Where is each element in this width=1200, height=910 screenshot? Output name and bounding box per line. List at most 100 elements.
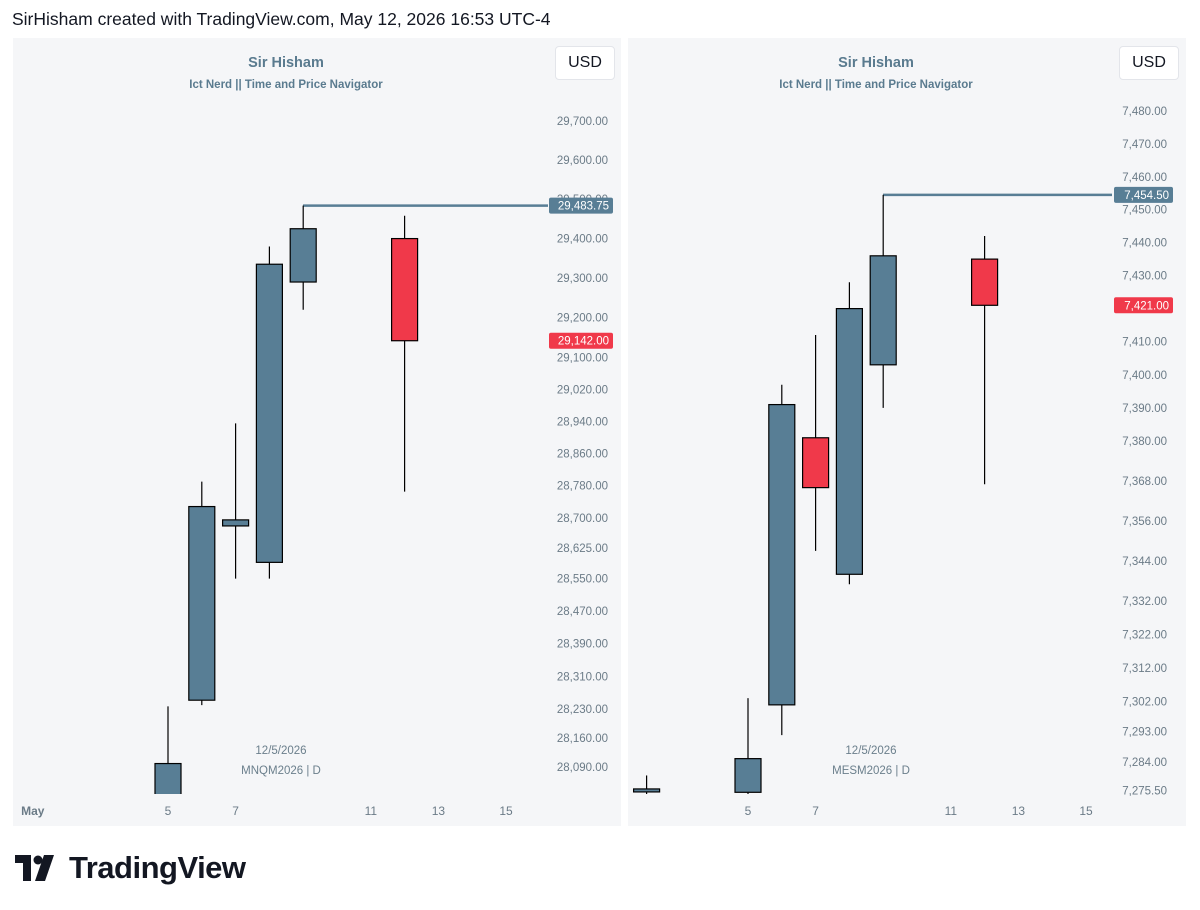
tradingview-logo[interactable]: TradingView [15,850,246,886]
candle-body [734,758,762,793]
panel-subtitle: Ict Nerd || Time and Price Navigator [779,79,973,91]
line-price-label-bg [1114,186,1173,203]
y-tick-label: 28,780.00 [557,481,608,493]
chart-date: 12/5/2026 [845,745,897,757]
candle-body [255,263,283,563]
y-tick-label: 7,302.00 [1122,697,1167,709]
last-price-label: 7,421.00 [1114,297,1173,314]
y-tick-label: 28,940.00 [557,416,608,428]
y-tick-label: 28,625.00 [557,543,608,555]
candle-body [768,403,796,706]
x-tick-label: 13 [432,804,446,818]
tradingview-logo-icon [15,855,54,881]
x-tick-label: May [21,804,45,818]
y-tick-label: 29,700.00 [557,116,608,128]
y-tick-label: 7,275.50 [1122,786,1167,798]
y-tick-label: 28,310.00 [557,671,608,683]
y-tick-label: 29,100.00 [557,352,608,364]
last-price-label-text: 29,142.00 [558,336,609,348]
candle-body [835,308,863,575]
candle [971,236,999,485]
y-tick-label: 7,450.00 [1122,205,1167,217]
candle-body [802,437,830,489]
y-tick-label: 7,440.00 [1122,238,1167,250]
y-tick-label: 28,090.00 [557,762,608,774]
y-tick-label: 7,322.00 [1122,629,1167,641]
y-tick-label: 7,400.00 [1122,370,1167,382]
x-tick-label: 5 [165,804,172,818]
candle-body [188,505,216,701]
x-tick-label: 7 [812,804,819,818]
x-tick-label: 15 [499,804,513,818]
y-tick-label: 7,368.00 [1122,476,1167,488]
x-tick-label: 7 [232,804,239,818]
candle [154,706,182,794]
y-tick-label: 7,460.00 [1122,172,1167,184]
line-price-label: 7,454.50 [1114,186,1173,203]
y-tick-label: 7,470.00 [1122,139,1167,151]
candle-body [154,762,182,794]
line-price-label-text: 7,454.50 [1124,190,1169,202]
panel-subtitle: Ict Nerd || Time and Price Navigator [189,79,383,91]
y-tick-label: 28,860.00 [557,448,608,460]
y-tick-label: 7,390.00 [1122,403,1167,415]
chart-panel-left[interactable]: 29,700.0029,600.0029,500.0029,400.0029,3… [13,38,621,826]
candle-body [632,788,661,793]
candle [632,775,661,794]
line-price-label-text: 29,483.75 [558,201,609,213]
plot-area [632,193,1112,794]
y-tick-label: 28,160.00 [557,733,608,745]
y-tick-label: 29,400.00 [557,234,608,246]
chart-panel-right[interactable]: 7,480.00 7,470.00 7,460.00 7,450.00 7,440.00… [628,38,1186,826]
candle [734,698,762,794]
last-price-label-text: 7,421.00 [1124,300,1169,312]
y-tick-label: 29,200.00 [557,313,608,325]
candle [869,194,897,408]
y-tick-label: 28,470.00 [557,606,608,618]
y-tick-label: 28,230.00 [557,704,608,716]
plot-area [154,204,548,794]
candlestick-chart-left[interactable]: 29,700.0029,600.0029,500.0029,400.0029,3… [13,38,621,826]
candle [835,282,863,585]
y-tick-label: 28,550.00 [557,574,608,586]
currency-button[interactable]: USD [1119,46,1179,80]
x-tick-label: 13 [1012,804,1026,818]
chart-symbol: MESM2026 | D [832,765,910,777]
panel-title: Sir Hisham [838,55,914,71]
line-price-label-bg [549,197,613,214]
candle [289,205,317,310]
candle [802,335,830,551]
y-tick-label: 29,020.00 [557,384,608,396]
y-tick-label: 29,600.00 [557,155,608,167]
chart-header: SirHisham created with TradingView.com, … [12,9,551,29]
candle-body [222,519,250,527]
candle [768,384,796,736]
x-tick-label: 11 [945,804,958,818]
y-tick-label: 7,480.00 [1122,106,1167,118]
candle [391,215,419,492]
last-price-label-bg [1114,297,1173,314]
line-price-label: 29,483.75 [549,197,613,214]
candle [188,481,216,706]
candlestick-chart-right[interactable]: 7,480.00 7,470.00 7,460.00 7,450.00 7,440.00… [628,38,1186,826]
candle-body [869,255,897,366]
last-price-label-bg [549,332,613,349]
candle [222,423,250,579]
y-tick-label: 7,430.00 [1122,271,1167,283]
y-tick-label: 28,700.00 [557,513,608,525]
y-tick-label: 7,410.00 [1122,337,1167,349]
chart-date: 12/5/2026 [255,745,307,757]
tradingview-brand: TradingView [69,850,246,885]
y-tick-label: 28,390.00 [557,639,608,651]
x-tick-label: 5 [745,804,752,818]
y-tick-label: 7,293.00 [1122,727,1167,739]
y-tick-label: 7,284.00 [1122,757,1167,769]
candle-body [391,237,419,342]
y-tick-label: 7,312.00 [1122,663,1167,675]
currency-button[interactable]: USD [555,46,615,80]
y-tick-label: 29,300.00 [557,273,608,285]
y-tick-label: 7,332.00 [1122,596,1167,608]
candle-body [971,258,999,306]
y-tick-label: 7,380.00 [1122,436,1167,448]
last-price-label: 29,142.00 [549,332,613,349]
